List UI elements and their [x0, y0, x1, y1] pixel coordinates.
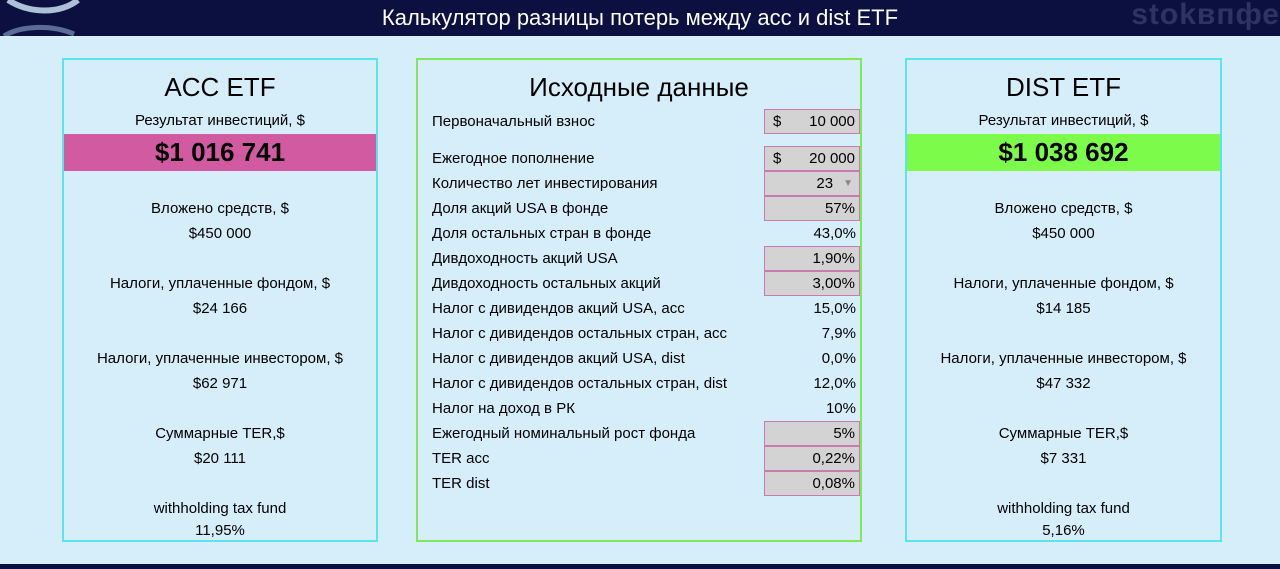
dist-investor-tax-label: Налоги, уплаченные инвестором, $ — [940, 350, 1187, 367]
acc-invested-label: Вложено средств, $ — [151, 200, 289, 217]
usa-share-value: 57% — [824, 200, 855, 217]
dist-ter-label: Суммарные TER,$ — [998, 425, 1129, 442]
usa-yield-cell[interactable]: 1,90% — [764, 246, 860, 271]
input-label-initial: Первоначальный взнос — [432, 113, 596, 130]
other-yield-cell[interactable]: 3,00% — [764, 271, 860, 296]
ter-dist-value: 0,08% — [812, 475, 855, 492]
acc-ter-value[interactable]: $20 111 — [194, 450, 246, 467]
acc-invested-value[interactable]: $450 000 — [188, 225, 252, 242]
dist-invested-label: Вложено средств, $ — [994, 200, 1133, 217]
input-label-other-tax-acc: Налог с дивидендов остальных стран, acc — [432, 325, 728, 342]
other-tax-acc-cell[interactable]: 7,9% — [764, 321, 860, 346]
input-label-ter-acc: TER acc — [432, 450, 490, 467]
input-label-usa-tax-acc: Налог с дивидендов акций USA, acc — [432, 300, 685, 317]
input-label-other-yield: Дивдоходность остальных акций — [432, 275, 661, 292]
input-label-years: Количество лет инвестирования — [432, 175, 658, 192]
dist-investor-tax-value[interactable]: $47 332 — [1036, 375, 1091, 392]
dist-result-label: Результат инвестиций, $ — [978, 112, 1149, 129]
years-dropdown[interactable]: 23 ▼ — [764, 171, 860, 196]
other-tax-acc-value: 7,9% — [821, 325, 856, 342]
page-title: Калькулятор разницы потерь между acc и d… — [381, 5, 899, 30]
other-tax-dist-cell[interactable]: 12,0% — [764, 371, 860, 396]
other-share-cell[interactable]: 43,0% — [764, 221, 860, 246]
initial-deposit-cell[interactable]: $ 10 000 — [764, 109, 860, 134]
input-label-usa-tax-dist: Налог с дивидендов акций USA, dist — [432, 350, 685, 367]
acc-wht-label: withholding tax fund — [153, 500, 287, 517]
bottom-bar — [0, 564, 1280, 569]
dist-wht-value[interactable]: 5,16% — [1042, 522, 1085, 539]
dist-invested-value[interactable]: $450 000 — [1032, 225, 1095, 242]
ter-dist-cell[interactable]: 0,08% — [764, 471, 860, 496]
input-label-annual: Ежегодное пополнение — [432, 150, 595, 167]
input-data-panel: Исходные данные Первоначальный взнос $ 1… — [416, 58, 862, 542]
acc-result-value[interactable]: $1 016 741 — [64, 134, 376, 171]
watermark-logo: stokвпфе — [1131, 0, 1280, 31]
ter-acc-value: 0,22% — [812, 450, 855, 467]
spreadsheet-area: ACC ETF Результат инвестиций, $ $1 016 7… — [0, 36, 1280, 564]
input-label-rk-tax: Налог на доход в РК — [432, 400, 575, 417]
growth-cell[interactable]: 5% — [764, 421, 860, 446]
acc-title: ACC ETF — [164, 72, 276, 102]
dist-fund-tax-label: Налоги, уплаченные фондом, $ — [953, 275, 1174, 292]
input-title: Исходные данные — [529, 72, 749, 102]
acc-etf-panel: ACC ETF Результат инвестиций, $ $1 016 7… — [62, 58, 378, 542]
usa-tax-acc-value: 15,0% — [813, 300, 856, 317]
input-label-other-tax-dist: Налог с дивидендов остальных стран, dist — [432, 375, 728, 392]
other-tax-dist-value: 12,0% — [813, 375, 856, 392]
dist-etf-panel: DIST ETF Результат инвестиций, $ $1 038 … — [905, 58, 1222, 542]
usa-tax-dist-cell[interactable]: 0,0% — [764, 346, 860, 371]
other-yield-value: 3,00% — [812, 275, 855, 292]
dropdown-arrow-icon[interactable]: ▼ — [843, 178, 853, 189]
input-label-other-share: Доля остальных стран в фонде — [432, 225, 652, 242]
acc-investor-tax-label: Налоги, уплаченные инвестором, $ — [96, 350, 344, 367]
input-label-usa-share: Доля акций USA в фонде — [432, 200, 609, 217]
rk-tax-value: 10% — [825, 400, 856, 417]
annual-deposit-value: 20 000 — [809, 150, 855, 167]
usa-tax-acc-cell[interactable]: 15,0% — [764, 296, 860, 321]
growth-value: 5% — [833, 425, 855, 442]
input-label-ter-dist: TER dist — [432, 475, 490, 492]
dist-wht-label: withholding tax fund — [997, 500, 1130, 517]
initial-deposit-value: 10 000 — [809, 113, 855, 130]
input-label-growth: Ежегодный номинальный рост фонда — [432, 425, 696, 442]
ter-acc-cell[interactable]: 0,22% — [764, 446, 860, 471]
currency-symbol: $ — [773, 150, 782, 167]
usa-yield-value: 1,90% — [812, 250, 855, 267]
acc-fund-tax-value[interactable]: $24 166 — [192, 300, 248, 317]
acc-investor-tax-value[interactable]: $62 971 — [192, 375, 248, 392]
rk-tax-cell[interactable]: 10% — [764, 396, 860, 421]
currency-symbol: $ — [773, 113, 782, 130]
app-header: Калькулятор разницы потерь между acc и d… — [0, 0, 1280, 36]
input-label-usa-yield: Дивдоходность акций USA — [432, 250, 618, 267]
annual-deposit-cell[interactable]: $ 20 000 — [764, 146, 860, 171]
years-value: 23 — [816, 175, 834, 192]
dist-result-value[interactable]: $1 038 692 — [907, 134, 1220, 171]
logo-icon — [0, 0, 90, 36]
usa-tax-dist-value: 0,0% — [821, 350, 856, 367]
dist-title: DIST ETF — [1005, 72, 1122, 102]
dist-ter-value[interactable]: $7 331 — [1040, 450, 1087, 467]
usa-share-cell[interactable]: 57% — [764, 196, 860, 221]
acc-fund-tax-label: Налоги, уплаченные фондом, $ — [109, 275, 331, 292]
acc-wht-value[interactable]: 11,95% — [195, 522, 245, 539]
acc-ter-label: Суммарные TER,$ — [155, 425, 285, 442]
other-share-value: 43,0% — [813, 225, 856, 242]
dist-fund-tax-value[interactable]: $14 185 — [1036, 300, 1091, 317]
acc-result-label: Результат инвестиций, $ — [135, 112, 305, 129]
